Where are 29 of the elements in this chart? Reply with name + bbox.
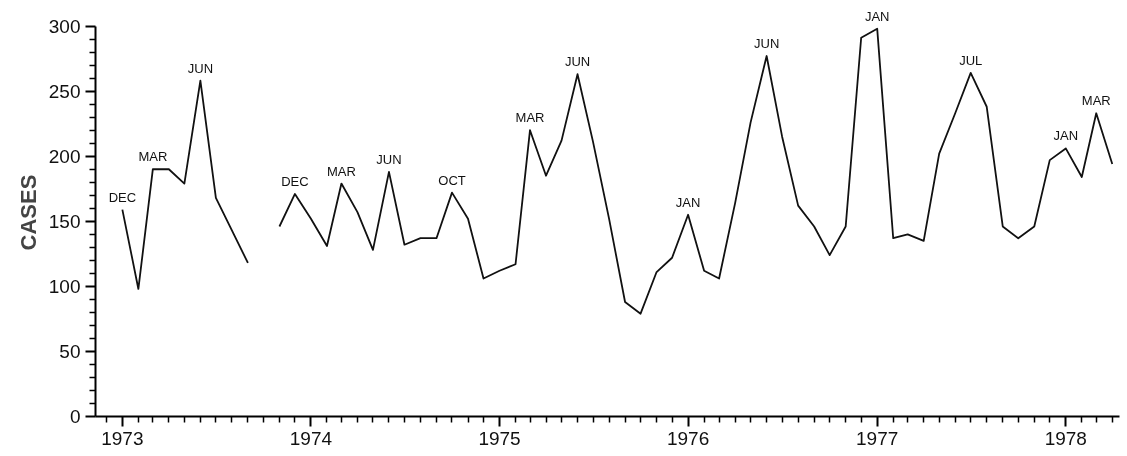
- x-tick-label: 1975: [478, 427, 521, 449]
- annotation: JAN: [1053, 128, 1079, 144]
- annotation: JAN: [864, 8, 890, 24]
- y-tick-label: 300: [48, 15, 81, 37]
- annotation: MAR: [326, 163, 356, 179]
- annotation: DEC: [108, 189, 137, 205]
- y-tick-label: 150: [48, 210, 81, 232]
- x-tick-label: 1978: [1044, 427, 1087, 449]
- annotation: MAR: [138, 149, 168, 165]
- y-tick-label: 250: [48, 80, 81, 102]
- x-tick-label: 1977: [856, 427, 899, 449]
- annotation: JAN: [675, 194, 701, 210]
- x-tick-label: 1974: [289, 427, 333, 449]
- y-tick-label: 50: [59, 340, 81, 362]
- x-tick-label: 1976: [666, 427, 710, 449]
- annotation: MAR: [1081, 93, 1111, 109]
- y-tick-label: 200: [48, 145, 81, 167]
- annotation: OCT: [438, 172, 466, 188]
- y-tick-label: 0: [69, 406, 81, 427]
- annotation: JUL: [959, 52, 983, 68]
- x-tick-label: 1973: [101, 427, 144, 449]
- y-tick-label: 100: [48, 275, 81, 297]
- annotation: MAR: [515, 110, 545, 126]
- y-axis-title: CASES: [15, 174, 41, 251]
- annotation: DEC: [281, 173, 309, 189]
- annotation: JUN: [753, 36, 780, 51]
- annotation: JUN: [564, 54, 591, 70]
- annotation: JUN: [376, 151, 402, 167]
- annotation: JUN: [187, 60, 214, 76]
